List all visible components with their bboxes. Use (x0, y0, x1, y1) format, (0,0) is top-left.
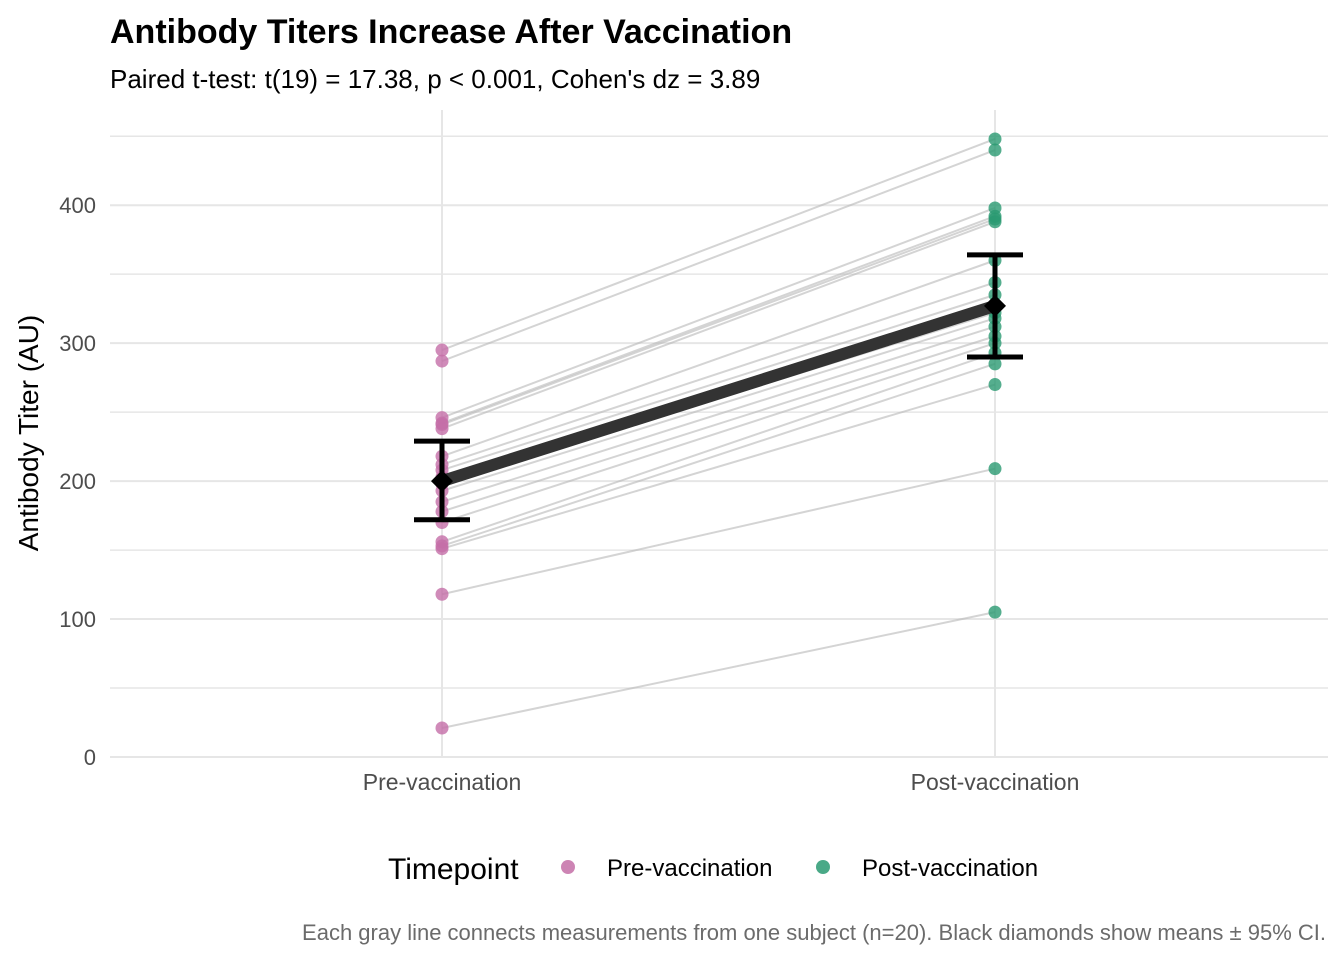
subject-line (441, 335, 996, 513)
pre-vaccination-point (435, 587, 449, 601)
post-vaccination-point (988, 605, 1002, 619)
subject-line (441, 325, 996, 503)
post-vaccination-point (988, 143, 1002, 157)
y-tick-label: 100 (59, 607, 96, 632)
y-tick-labels: 0 100 200 300 400 (59, 193, 96, 770)
subject-line (441, 317, 996, 492)
post-vaccination-point (988, 209, 1002, 223)
y-tick-label: 200 (59, 469, 96, 494)
subject-line (441, 383, 996, 550)
mean-summary (414, 252, 1023, 523)
legend-key (816, 860, 830, 874)
post-vaccination-point (988, 357, 1002, 371)
legend-title: Timepoint (388, 853, 519, 886)
post-vaccination-point (988, 378, 1002, 392)
mean-connector-line (440, 300, 997, 487)
subject-line (441, 138, 996, 351)
pre-vaccination-point (435, 416, 449, 430)
y-tick-label: 400 (59, 193, 96, 218)
subject-line (441, 218, 996, 426)
subject-line (441, 215, 996, 425)
chart-caption: Each gray line connects measurements fro… (302, 920, 1326, 945)
subject-line (441, 220, 996, 430)
subject-line (441, 293, 996, 472)
chart-title: Antibody Titers Increase After Vaccinati… (110, 13, 792, 51)
pre-vaccination-point (435, 721, 449, 735)
subject-line (441, 281, 996, 466)
post-vaccination-point (988, 462, 1002, 476)
pre-vaccination-point (435, 354, 449, 368)
subject-line (441, 467, 996, 596)
legend-item-label: Post-vaccination (862, 855, 1038, 882)
legend-item-label: Pre-vaccination (607, 855, 772, 882)
pre-vaccination-point (435, 343, 449, 357)
subject-line (441, 362, 996, 547)
x-tick-label: Pre-vaccination (363, 769, 522, 795)
mean-diamond (431, 470, 453, 493)
subject-line (441, 351, 996, 543)
legend-items: Pre-vaccination Post-vaccination (561, 855, 1038, 882)
subject-line (441, 259, 996, 458)
mean-diamond (984, 294, 1006, 317)
y-axis-label: Antibody Titer (AU) (13, 315, 44, 552)
subject-line (441, 611, 996, 730)
subject-line (441, 342, 996, 524)
chart-subtitle: Paired t-test: t(19) = 17.38, p < 0.001,… (110, 64, 760, 94)
legend-key (561, 860, 575, 874)
x-tick-label: Post-vaccination (911, 769, 1080, 795)
x-tick-labels: Pre-vaccination Post-vaccination (363, 769, 1080, 795)
subject-lines (441, 138, 996, 730)
legend: Timepoint Pre-vaccination Post-vaccinatio… (388, 853, 1038, 886)
post-vaccination-point (988, 132, 1002, 146)
y-tick-label: 0 (84, 745, 96, 770)
pre-vaccination-point (435, 535, 449, 549)
subject-line (441, 149, 996, 363)
y-tick-label: 300 (59, 331, 96, 356)
subject-line (441, 207, 996, 419)
